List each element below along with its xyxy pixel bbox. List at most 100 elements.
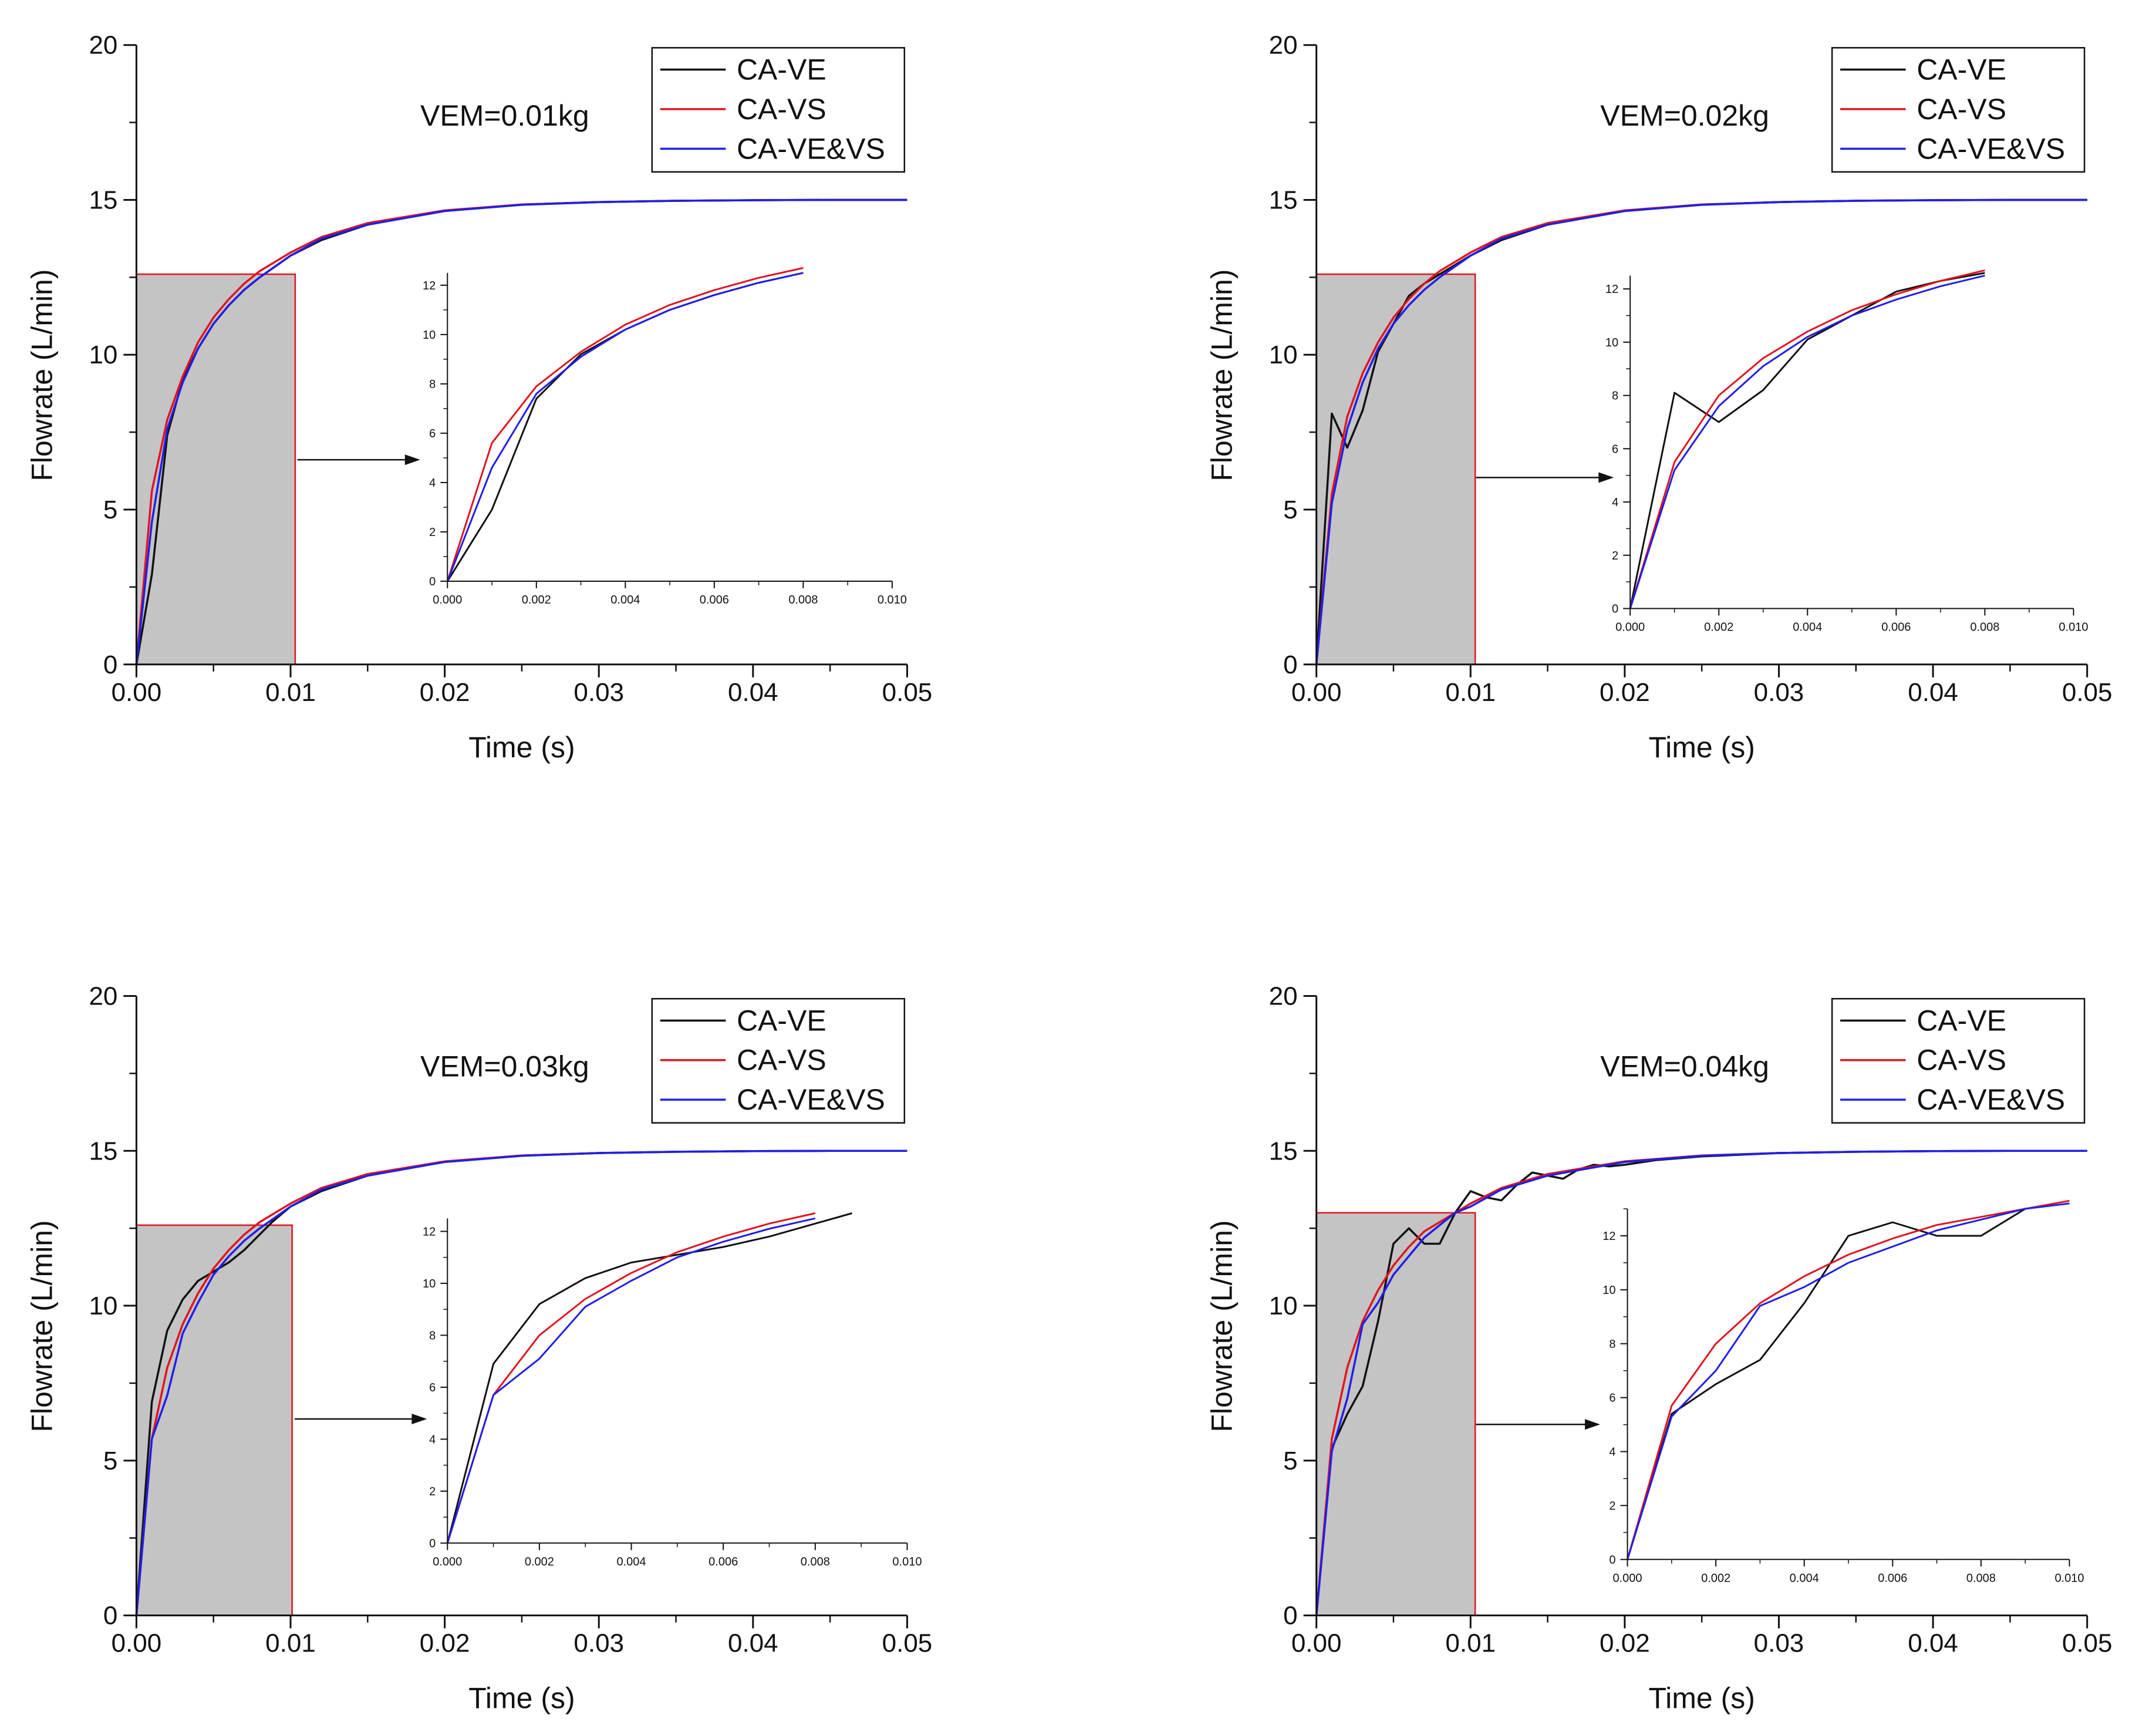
inset-x-tick-label: 0.010 <box>892 1555 922 1568</box>
inset-x-tick-label: 0.000 <box>1612 1572 1642 1585</box>
y-tick-label: 20 <box>1269 982 1298 1011</box>
legend-label-ca-ve-vs: CA-VE&VS <box>1917 132 2065 165</box>
inset-y-tick-label: 12 <box>423 1225 436 1238</box>
legend-label-ca-ve-vs: CA-VE&VS <box>737 132 885 165</box>
inset-series-line-ca-vs <box>1627 1199 2070 1560</box>
inset-y-tick-label: 2 <box>429 526 436 539</box>
inset-y-tick-label: 8 <box>429 1329 436 1342</box>
inset-y-tick-label: 10 <box>423 329 436 342</box>
inset-series-line-ca-ve <box>1629 272 1985 609</box>
inset-y-tick-label: 0 <box>429 575 436 588</box>
y-tick-label: 15 <box>1269 1137 1298 1165</box>
inset-y-tick-label: 2 <box>429 1485 436 1498</box>
inset-x-tick-label: 0.008 <box>801 1555 830 1568</box>
inset-y-tick-label: 2 <box>1609 1499 1615 1512</box>
y-tick-label: 10 <box>1269 341 1298 369</box>
y-tick-label: 10 <box>89 341 117 369</box>
inset-series-line-ca-vs <box>1629 269 1985 609</box>
vem-annotation: VEM=0.02kg <box>1600 99 1769 132</box>
y-tick-label: 10 <box>1269 1292 1298 1320</box>
zoom-arrow-head <box>1585 1419 1601 1430</box>
series-line-ca-ve-vs <box>135 1150 907 1616</box>
x-axis-title: Time (s) <box>468 1682 575 1715</box>
inset-zoom-plot: 0.000 0.002 0.004 0.006 0.008 0.010 0 2 4 6 8 10 12 <box>1602 1199 2084 1585</box>
inset-x-tick-label: 0.004 <box>1793 621 1822 633</box>
inset-y-tick-label: 0 <box>429 1537 436 1550</box>
x-tick-label: 0.01 <box>1445 678 1496 707</box>
inset-y-tick-label: 8 <box>429 378 436 391</box>
inset-y-tick-label: 12 <box>423 279 436 292</box>
x-tick-label: 0.00 <box>112 678 162 707</box>
x-tick-label: 0.04 <box>728 678 778 707</box>
inset-y-tick-label: 4 <box>429 1433 436 1446</box>
legend-label-ca-vs: CA-VS <box>737 93 826 126</box>
inset-y-tick-label: 2 <box>1612 550 1618 562</box>
y-tick-label: 15 <box>1269 186 1298 214</box>
legend-label-ca-ve: CA-VE <box>737 53 826 86</box>
x-tick-label: 0.03 <box>1754 1629 1804 1658</box>
y-axis-title: Flowrate (L/min) <box>25 269 58 481</box>
inset-zoom-plot: 0.000 0.002 0.004 0.006 0.008 0.010 0 2 4 6 8 10 12 <box>1605 269 2088 633</box>
inset-x-tick-label: 0.000 <box>1615 621 1645 633</box>
zoom-region-box <box>1315 273 1476 666</box>
inset-series-line-ca-ve <box>446 1212 852 1543</box>
x-tick-label: 0.03 <box>573 678 624 707</box>
zoom-arrow-head <box>1598 472 1614 483</box>
y-tick-label: 5 <box>1283 495 1297 524</box>
vem-annotation: VEM=0.03kg <box>420 1050 589 1083</box>
inset-y-tick-label: 0 <box>1609 1553 1615 1566</box>
inset-x-tick-label: 0.008 <box>1970 621 1999 633</box>
legend-label-ca-ve-vs: CA-VE&VS <box>1917 1083 2065 1116</box>
x-tick-label: 0.05 <box>2062 678 2113 707</box>
x-tick-label: 0.02 <box>1600 1629 1650 1658</box>
x-tick-label: 0.00 <box>112 1629 162 1658</box>
legend-label-ca-ve: CA-VE <box>1917 53 2006 86</box>
inset-series-line-ca-vs <box>446 1212 816 1543</box>
y-tick-label: 15 <box>89 186 117 214</box>
series-line-ca-ve-vs <box>1315 1150 2087 1616</box>
y-axis-title: Flowrate (L/min) <box>25 1220 58 1432</box>
inset-x-tick-label: 0.000 <box>433 594 462 606</box>
inset-y-tick-label: 10 <box>1602 1284 1615 1297</box>
x-axis-title: Time (s) <box>1648 1682 1755 1715</box>
x-axis-title: Time (s) <box>468 731 575 764</box>
zoom-arrow-head <box>404 454 420 466</box>
x-tick-label: 0.05 <box>882 678 933 707</box>
y-tick-label: 5 <box>103 1447 117 1475</box>
inset-series-line-ca-ve-vs <box>446 1217 816 1543</box>
inset-series-line-ca-vs <box>446 267 804 582</box>
zoom-arrow-head <box>411 1413 427 1424</box>
inset-y-tick-label: 6 <box>429 1381 436 1394</box>
legend-label-ca-ve: CA-VE <box>737 1004 826 1037</box>
x-tick-label: 0.02 <box>420 678 470 707</box>
y-tick-label: 5 <box>1283 1447 1297 1475</box>
inset-x-tick-label: 0.008 <box>1966 1572 1996 1585</box>
inset-x-tick-label: 0.010 <box>2054 1572 2084 1585</box>
x-tick-label: 0.04 <box>728 1629 778 1658</box>
y-axis-title: Flowrate (L/min) <box>1206 1220 1239 1432</box>
inset-x-tick-label: 0.006 <box>700 594 729 606</box>
x-tick-label: 0.01 <box>265 1629 316 1658</box>
inset-y-tick-label: 8 <box>1612 390 1618 403</box>
inset-x-tick-label: 0.006 <box>1881 621 1911 633</box>
inset-y-tick-label: 4 <box>429 477 436 490</box>
inset-zoom-plot: 0.000 0.002 0.004 0.006 0.008 0.010 0 2 4 6 8 10 12 <box>423 1212 922 1568</box>
x-tick-label: 0.05 <box>882 1629 933 1658</box>
x-tick-label: 0.04 <box>1908 1629 1958 1658</box>
inset-x-tick-label: 0.010 <box>878 594 907 606</box>
inset-y-tick-label: 6 <box>429 427 436 440</box>
inset-x-tick-label: 0.002 <box>1704 621 1733 633</box>
inset-x-tick-label: 0.006 <box>1878 1572 1907 1585</box>
inset-x-tick-label: 0.002 <box>1701 1572 1730 1585</box>
series-line-ca-ve-vs <box>1315 198 2087 665</box>
zoom-region-box <box>136 1224 293 1616</box>
inset-y-tick-label: 10 <box>423 1277 436 1290</box>
y-tick-label: 0 <box>103 1602 117 1630</box>
legend-label-ca-ve: CA-VE <box>1917 1004 2006 1037</box>
x-tick-label: 0.00 <box>1291 678 1342 707</box>
x-tick-label: 0.03 <box>1754 678 1804 707</box>
inset-series-line-ca-ve <box>447 272 804 582</box>
